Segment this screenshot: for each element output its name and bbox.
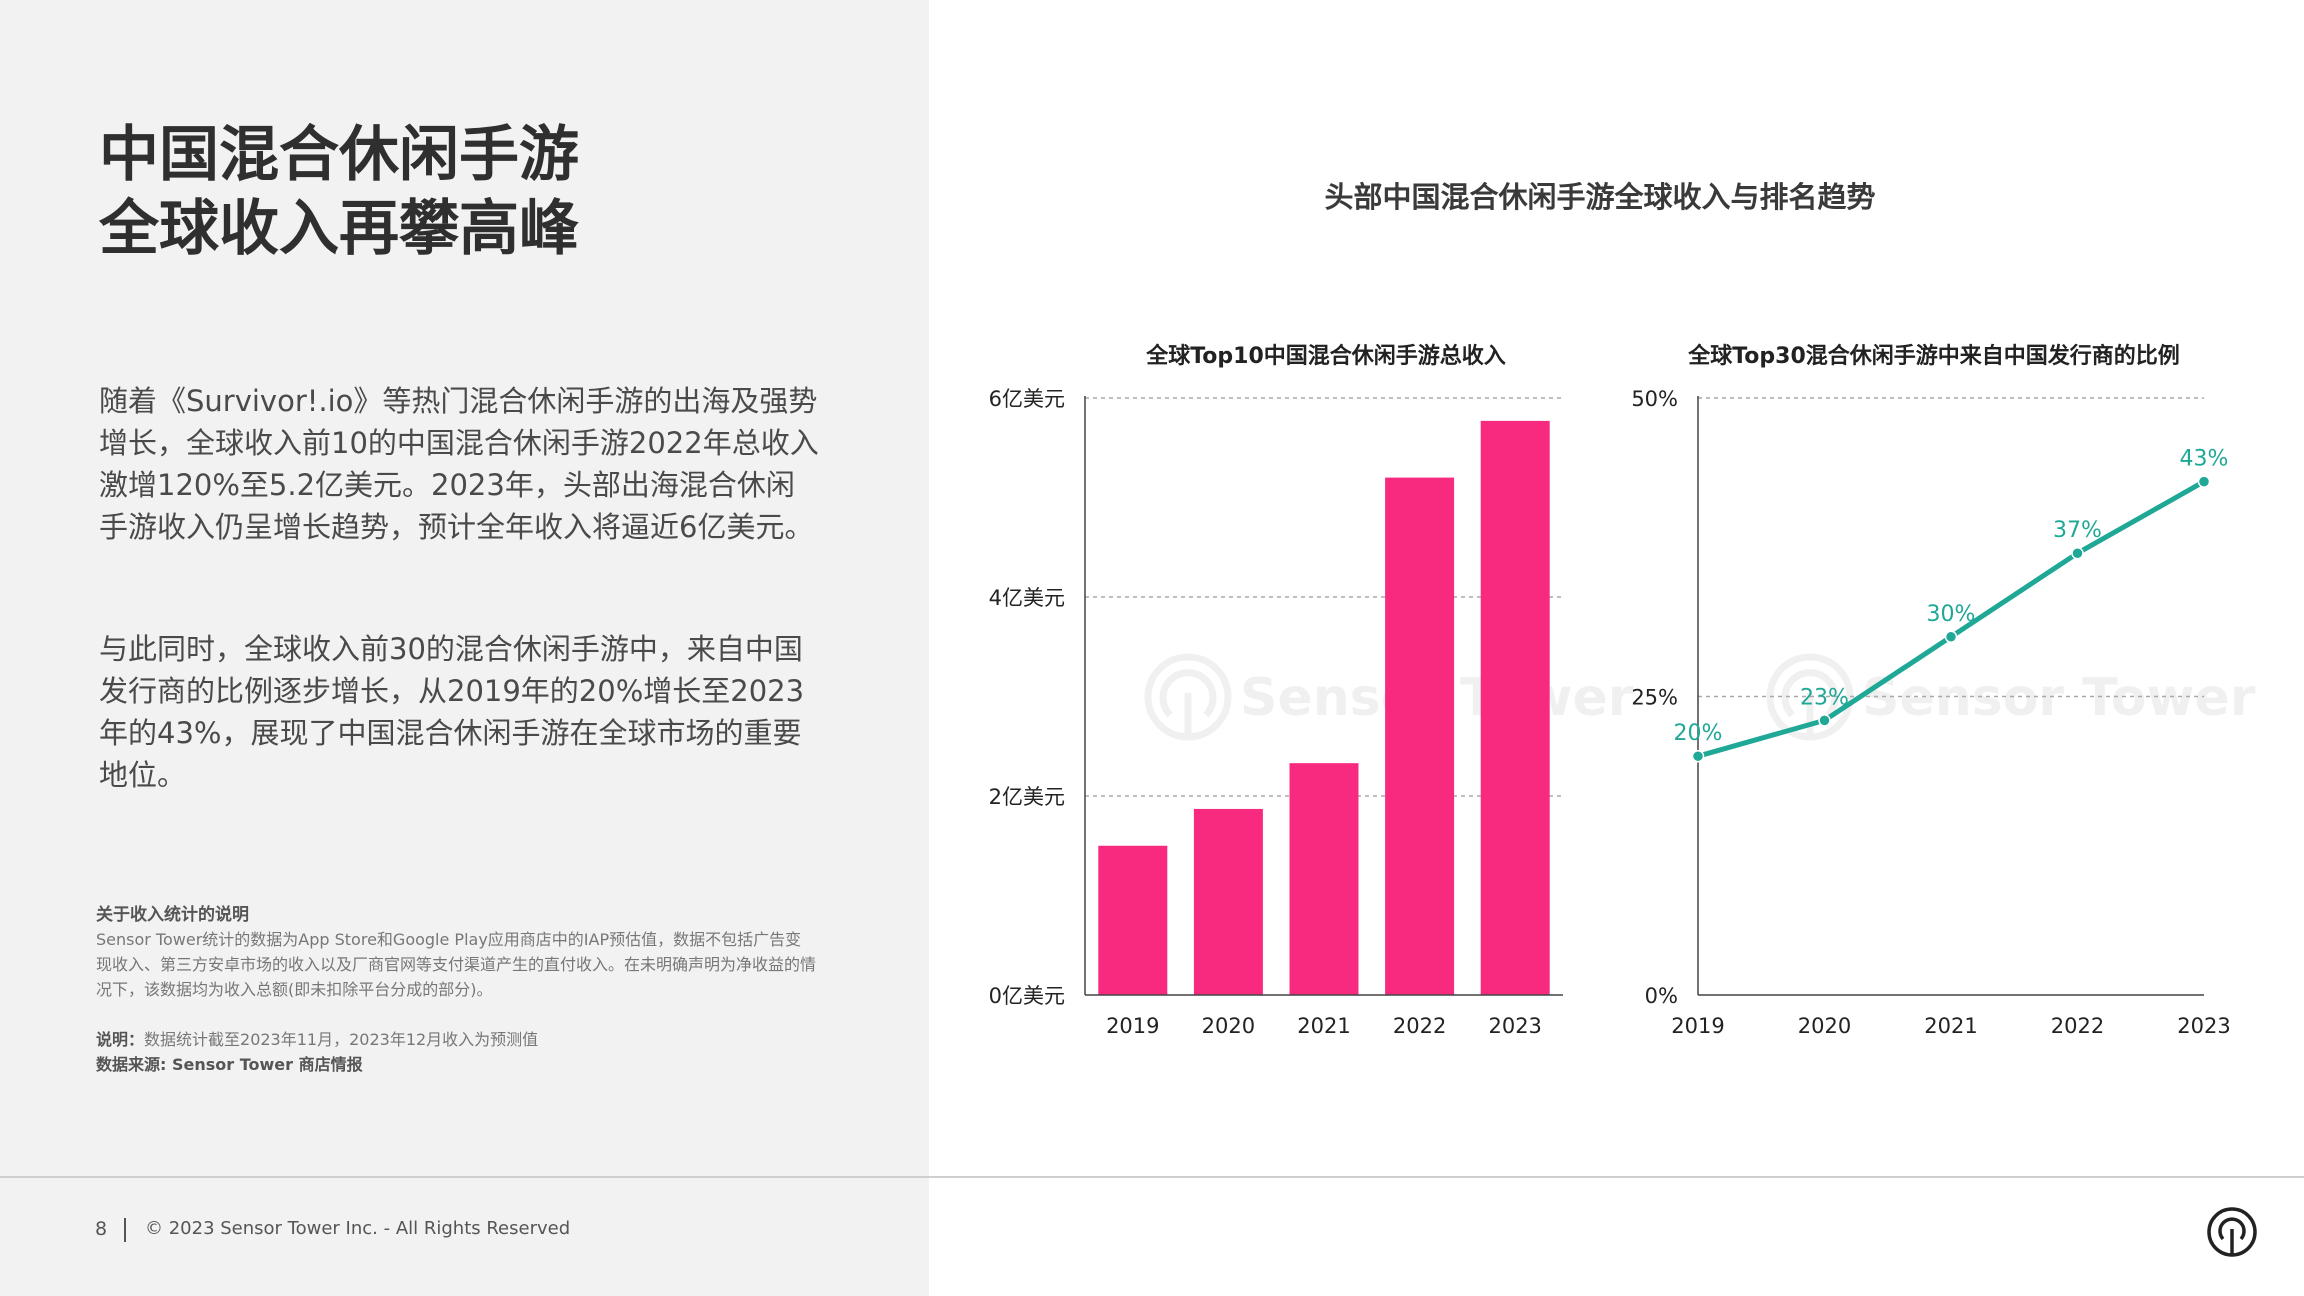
bar bbox=[1385, 477, 1455, 996]
bar-chart-xtick-label: 2023 bbox=[1488, 1014, 1541, 1038]
bar-chart-title: 全球Top10中国混合休闲手游总收入 bbox=[1145, 343, 1506, 369]
line-chart-watermark: Sensor Tower bbox=[1770, 657, 2256, 737]
bar-chart-xtick-label: 2022 bbox=[1393, 1014, 1446, 1038]
note-heading: 关于收入统计的说明 bbox=[96, 905, 249, 925]
line-chart-xtick-label: 2020 bbox=[1798, 1014, 1851, 1038]
line-chart-ytick-label: 50% bbox=[1631, 387, 1678, 411]
charts-title: 头部中国混合休闲手游全球收入与排名趋势 bbox=[1324, 180, 1876, 214]
line-chart-title: 全球Top30混合休闲手游中来自中国发行商的比例 bbox=[1687, 343, 2180, 369]
page-title-line-1: 中国混合休闲手游 bbox=[99, 120, 579, 190]
line-point bbox=[2197, 475, 2211, 488]
explain-text: 数据统计截至2023年11月，2023年12月收入为预测值 bbox=[144, 1030, 539, 1049]
line-point bbox=[1691, 749, 1705, 763]
line-chart: Sensor Tower 全球Top30混合休闲手游中来自中国发行商的比例 0%… bbox=[1631, 343, 2255, 1038]
watermark-logo-icon bbox=[1148, 657, 1228, 737]
sensor-tower-logo-icon bbox=[2207, 1207, 2257, 1257]
watermark-text: Sensor Tower bbox=[1862, 668, 2256, 728]
note-text: Sensor Tower统计的数据为App Store和Google Play应… bbox=[96, 930, 817, 999]
page-title: 中国混合休闲手游 全球收入再攀高峰 bbox=[99, 118, 819, 266]
charts-canvas: Sensor Tower 全球Top10中国混合休闲手游总收入 0亿美元 2亿美元… bbox=[989, 343, 2256, 1038]
bar bbox=[1289, 763, 1359, 995]
line-chart-xtick-label: 2019 bbox=[1671, 1014, 1724, 1038]
bar-chart-xtick-label: 2019 bbox=[1106, 1014, 1159, 1038]
page-title-line-2: 全球收入再攀高峰 bbox=[99, 194, 579, 264]
line-point bbox=[2071, 546, 2084, 560]
line-data-label: 43% bbox=[2180, 447, 2229, 472]
line-data-label: 23% bbox=[1800, 685, 1849, 710]
bar bbox=[1193, 808, 1263, 995]
copyright-text: © 2023 Sensor Tower Inc. - All Rights Re… bbox=[145, 1218, 571, 1239]
line-data-label: 37% bbox=[2053, 518, 2102, 543]
revenue-note: 关于收入统计的说明 Sensor Tower统计的数据为App Store和Go… bbox=[96, 903, 816, 1002]
line-chart-ytick-label: 25% bbox=[1631, 686, 1678, 710]
bar bbox=[1098, 845, 1168, 995]
line-chart-ytick-label: 0% bbox=[1645, 984, 1678, 1008]
bar-chart: Sensor Tower 全球Top10中国混合休闲手游总收入 0亿美元2亿美元… bbox=[989, 343, 1634, 1038]
explain-label: 说明： bbox=[96, 1030, 145, 1049]
source-block: 说明：数据统计截至2023年11月，2023年12月收入为预测值 数据来源: S… bbox=[96, 1027, 816, 1077]
line-point bbox=[1944, 630, 1958, 644]
data-source: 数据来源: Sensor Tower 商店情报 bbox=[96, 1055, 363, 1074]
line-chart-xtick-label: 2023 bbox=[2177, 1014, 2230, 1038]
page-number: 8 bbox=[95, 1218, 108, 1240]
bar-chart-xtick-label: 2020 bbox=[1202, 1014, 1255, 1038]
intro-paragraph-1: 随着《Survivor!.io》等热门混合休闲手游的出海及强势增长，全球收入前1… bbox=[99, 384, 819, 544]
left-panel bbox=[0, 0, 929, 1296]
line-chart-xtick-label: 2021 bbox=[1924, 1014, 1977, 1038]
footer-separator bbox=[124, 1218, 126, 1242]
line-data-label: 30% bbox=[1927, 602, 1976, 627]
bar-chart-xtick-label: 2021 bbox=[1297, 1014, 1350, 1038]
bar-chart-ytick-label: 0亿美元 bbox=[989, 984, 1065, 1008]
line-chart-xtick-label: 2022 bbox=[2051, 1014, 2104, 1038]
bar bbox=[1480, 420, 1550, 995]
line-point bbox=[1818, 714, 1831, 727]
intro-paragraph-2: 与此同时，全球收入前30的混合休闲手游中，来自中国发行商的比例逐步增长，从201… bbox=[99, 632, 805, 792]
bar-chart-ytick-label: 6亿美元 bbox=[989, 387, 1065, 411]
footer-divider bbox=[0, 1176, 2304, 1178]
bar-chart-ytick-label: 2亿美元 bbox=[989, 785, 1065, 809]
explain-line: 说明：数据统计截至2023年11月，2023年12月收入为预测值 bbox=[96, 1027, 816, 1052]
line-data-label: 20% bbox=[1674, 721, 1723, 746]
bar-chart-ytick-label: 4亿美元 bbox=[989, 586, 1065, 610]
